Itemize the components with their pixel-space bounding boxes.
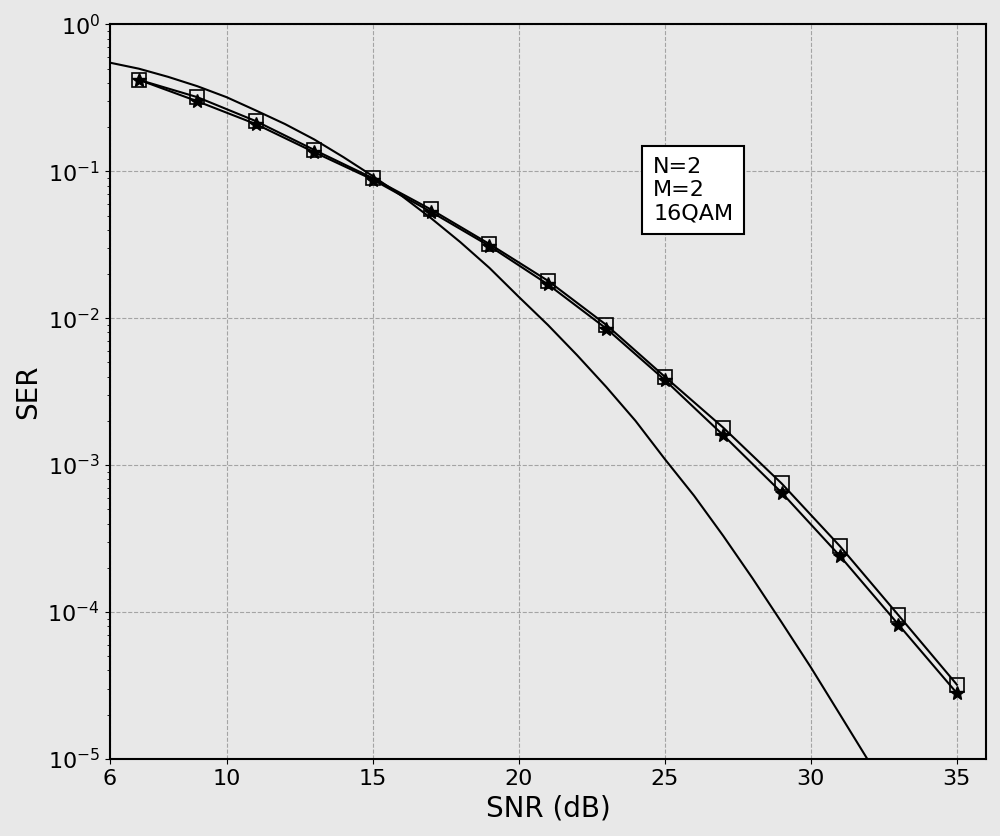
Y-axis label: SER: SER (14, 364, 42, 419)
Text: N=2
M=2
16QAM: N=2 M=2 16QAM (653, 156, 733, 223)
X-axis label: SNR (dB): SNR (dB) (486, 794, 610, 822)
